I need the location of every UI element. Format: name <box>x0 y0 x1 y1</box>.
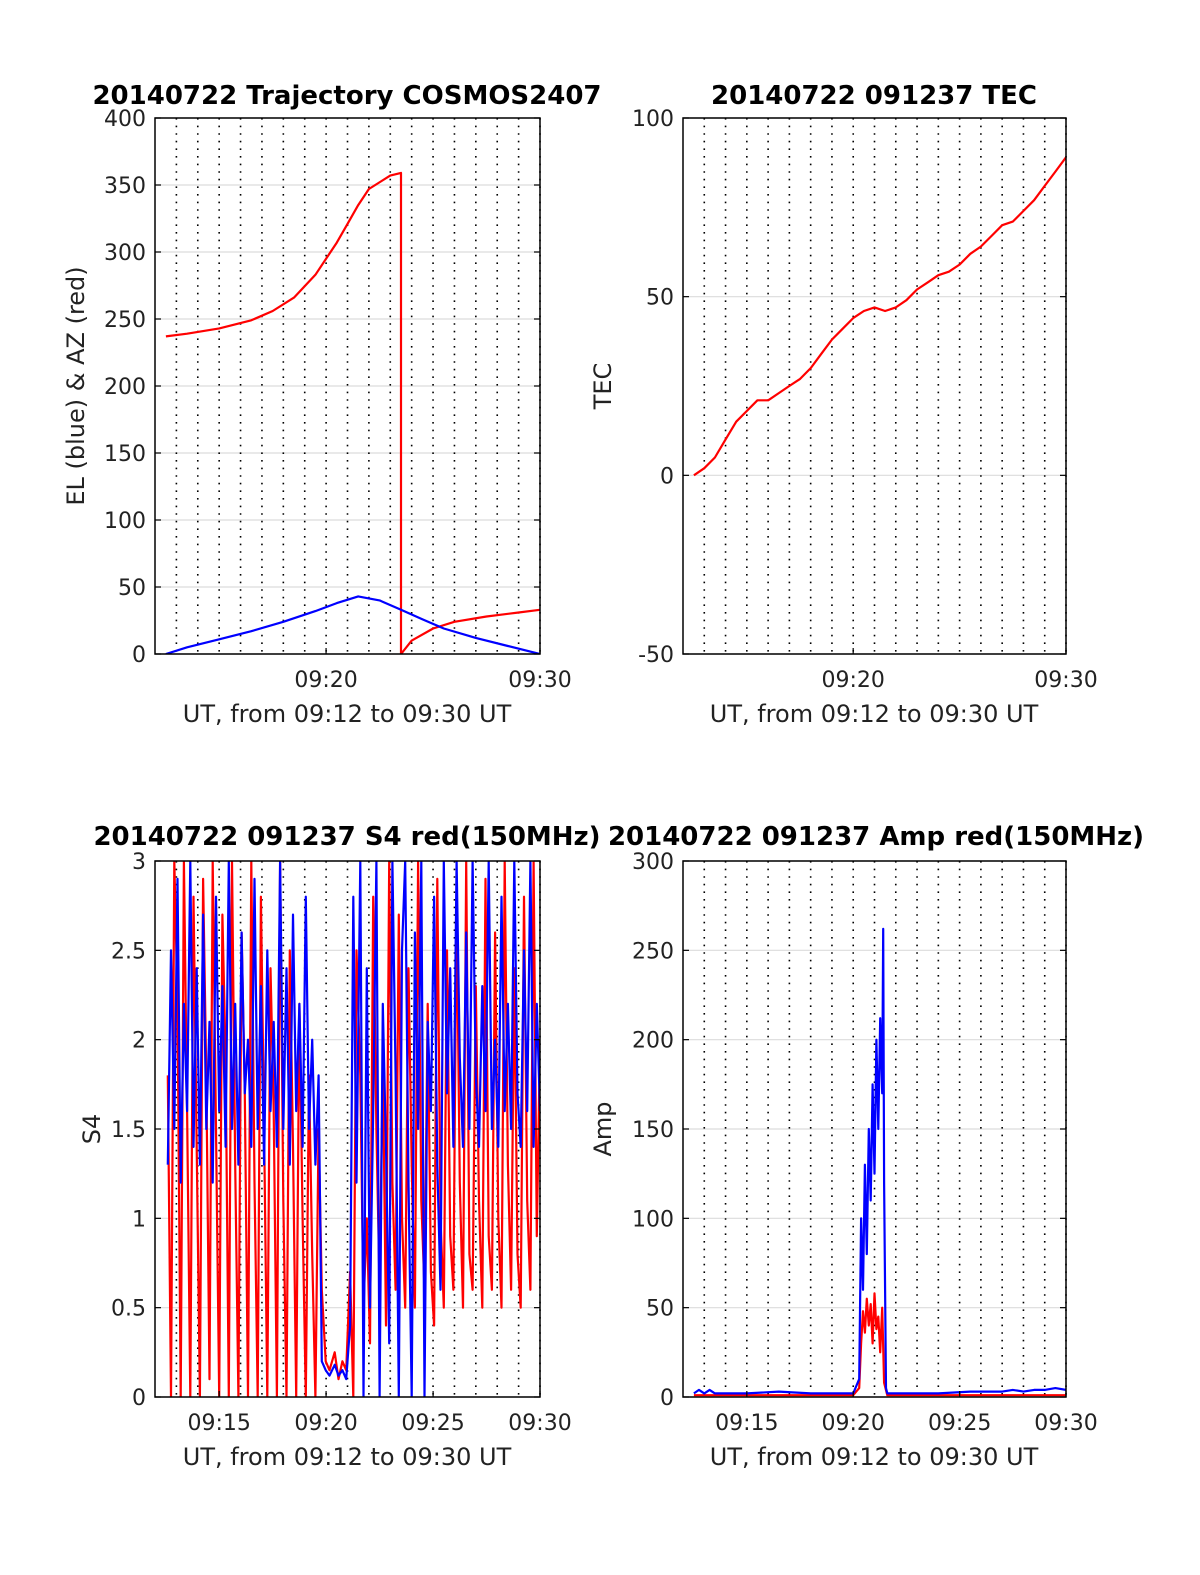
trajectory-ytick-label: 300 <box>104 241 146 266</box>
trajectory-ytick-label: 0 <box>132 643 146 668</box>
s4-ytick-label: 2.5 <box>111 939 146 964</box>
trajectory-ytick-label: 150 <box>104 442 146 467</box>
amp-xtick-label: 09:25 <box>928 1411 991 1436</box>
s4-ytick-label: 3 <box>132 850 146 875</box>
amp-panel: 0 50 100 150 200 250 300 09:15 09:20 09:25 09:30 2… <box>589 822 1144 1471</box>
trajectory-ytick-label: 200 <box>104 375 146 400</box>
tec-ytick-label: -50 <box>638 643 674 668</box>
s4-series-red <box>166 861 540 1397</box>
amp-title: 20140722 091237 Amp red(150MHz) <box>608 822 1144 852</box>
s4-ytick-label: 0.5 <box>111 1297 146 1322</box>
s4-ytick-label: 2 <box>132 1029 146 1054</box>
amp-ticks: 0 50 100 150 200 250 300 09:15 09:20 09:25 09:30 <box>632 850 1098 1436</box>
amp-ytick-label: 250 <box>632 939 674 964</box>
amp-ytick-label: 0 <box>660 1386 674 1411</box>
amp-ytick-label: 150 <box>632 1118 674 1143</box>
s4-xtick-label: 09:20 <box>294 1411 357 1436</box>
tec-title: 20140722 091237 TEC <box>711 81 1037 111</box>
amp-ytick-label: 100 <box>632 1207 674 1232</box>
s4-title: 20140722 091237 S4 red(150MHz) <box>93 822 600 852</box>
tec-ytick-label: 50 <box>646 286 674 311</box>
amp-ylabel: Amp <box>589 1101 617 1156</box>
amp-xtick-label: 09:20 <box>821 1411 884 1436</box>
tec-xtick-label: 09:30 <box>1034 668 1097 693</box>
s4-xtick-label: 09:30 <box>508 1411 571 1436</box>
trajectory-xtick-label: 09:30 <box>508 668 571 693</box>
amp-xtick-label: 09:30 <box>1034 1411 1097 1436</box>
s4-ticks: 0 0.5 1 1.5 2 2.5 3 09:15 09:20 09:25 09:30 <box>111 850 572 1436</box>
tec-series-tec <box>693 156 1066 477</box>
tec-ytick-label: 0 <box>660 464 674 489</box>
tec-xlabel: UT, from 09:12 to 09:30 UT <box>710 700 1039 728</box>
amp-series <box>693 927 1066 1397</box>
amp-ytick-label: 50 <box>646 1297 674 1322</box>
amp-xtick-label: 09:15 <box>715 1411 778 1436</box>
s4-xtick-label: 09:15 <box>187 1411 250 1436</box>
tec-ytick-label: 100 <box>632 107 674 132</box>
trajectory-panel: 0 50 100 150 200 250 300 350 400 09:20 09:30 20140… <box>62 81 602 728</box>
tec-axes-box <box>682 117 1067 655</box>
trajectory-series-el <box>165 595 540 654</box>
trajectory-series-az <box>165 171 540 654</box>
s4-panel: 0 0.5 1 1.5 2 2.5 3 09:15 09:20 09:25 09:30 201407… <box>78 822 601 1471</box>
trajectory-ytick-label: 50 <box>118 576 146 601</box>
tec-xtick-label: 09:20 <box>821 668 884 693</box>
trajectory-ticks: 0 50 100 150 200 250 300 350 400 09:20 09:30 <box>104 107 572 693</box>
tec-ylabel: TEC <box>589 363 617 411</box>
trajectory-ytick-label: 250 <box>104 308 146 333</box>
s4-ytick-label: 1.5 <box>111 1118 146 1143</box>
trajectory-ytick-label: 100 <box>104 509 146 534</box>
amp-ytick-label: 300 <box>632 850 674 875</box>
s4-ytick-label: 1 <box>132 1207 146 1232</box>
tec-plot-area <box>683 118 1066 654</box>
s4-xtick-label: 09:25 <box>401 1411 464 1436</box>
amp-ytick-label: 200 <box>632 1029 674 1054</box>
trajectory-xlabel: UT, from 09:12 to 09:30 UT <box>183 700 512 728</box>
tec-series <box>693 156 1066 477</box>
amp-series-blue <box>693 927 1066 1395</box>
amp-xlabel: UT, from 09:12 to 09:30 UT <box>710 1443 1039 1471</box>
trajectory-ylabel: EL (blue) & AZ (red) <box>62 266 90 505</box>
amp-series-red <box>693 1292 1066 1397</box>
trajectory-ytick-label: 400 <box>104 107 146 132</box>
tec-ticks: -50 0 50 100 09:20 09:30 <box>632 107 1098 693</box>
s4-ylabel: S4 <box>78 1114 106 1145</box>
trajectory-series <box>165 171 540 654</box>
trajectory-ytick-label: 350 <box>104 174 146 199</box>
trajectory-xtick-label: 09:20 <box>294 668 357 693</box>
s4-ytick-label: 0 <box>132 1386 146 1411</box>
trajectory-title: 20140722 Trajectory COSMOS2407 <box>92 81 601 111</box>
s4-series <box>166 861 540 1397</box>
s4-xlabel: UT, from 09:12 to 09:30 UT <box>183 1443 512 1471</box>
s4-series-blue <box>166 861 540 1397</box>
